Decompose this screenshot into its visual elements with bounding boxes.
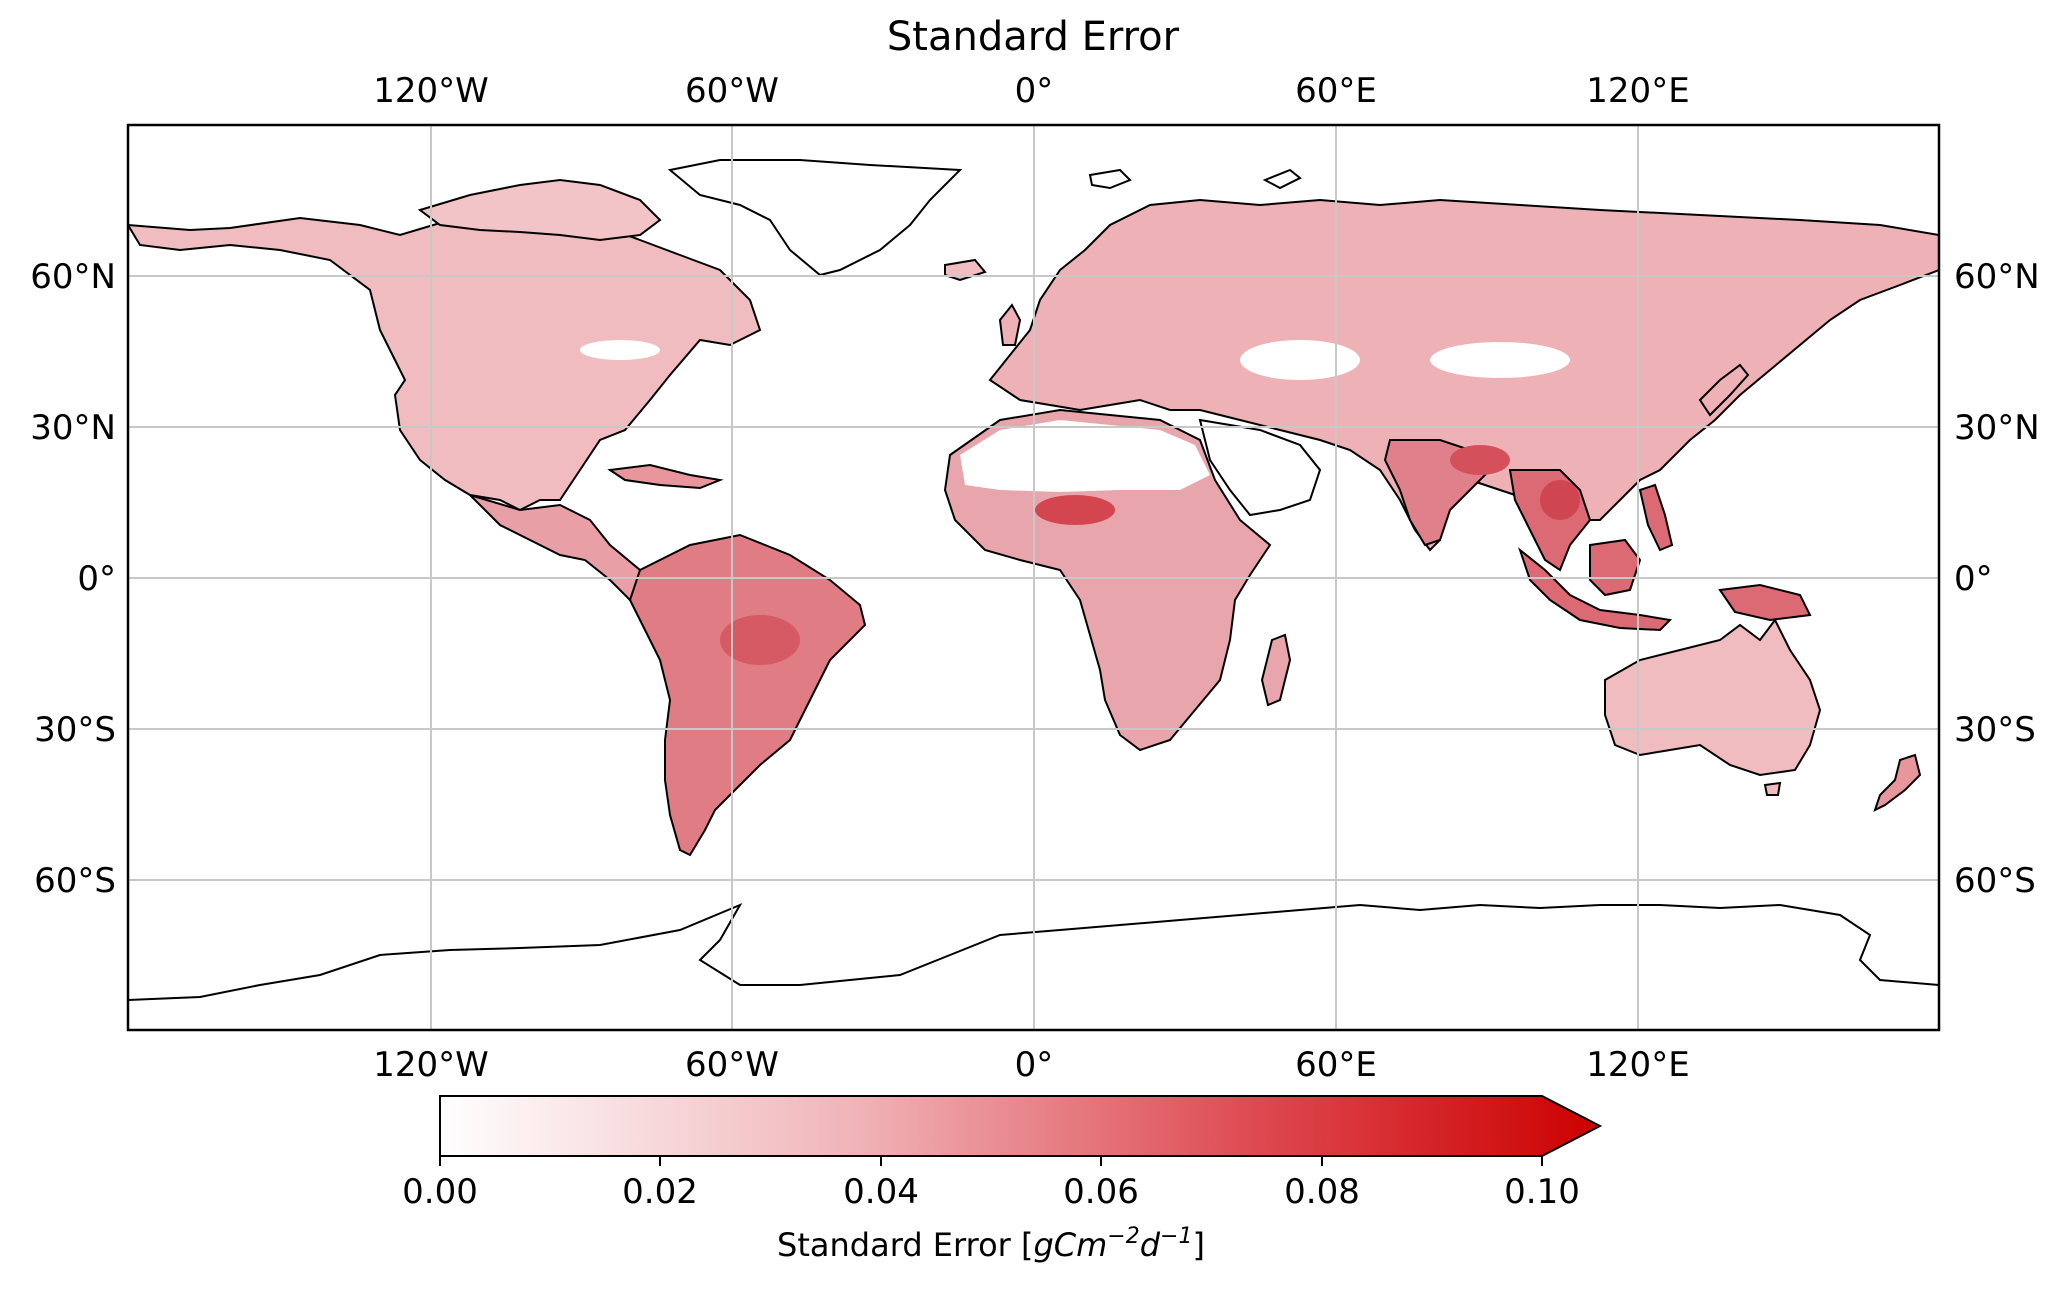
bottom-lon-label-120e: 120°E — [1586, 1045, 1689, 1085]
colorbar: 0.00 0.02 0.04 0.06 0.08 0.10 Standard E… — [402, 1095, 1603, 1264]
right-lat-label-60n: 60°N — [1954, 257, 2040, 297]
cbar-tick-0: 0.00 — [402, 1172, 478, 1212]
right-latitude-labels: 60°N 30°N 0° 30°S 60°S — [1954, 257, 2040, 901]
sahara-no-data — [960, 420, 1210, 492]
madagascar — [1260, 633, 1292, 707]
hotspots — [580, 340, 1580, 665]
left-latitude-labels: 60°N 30°N 0° 30°S 60°S — [30, 257, 116, 901]
top-lon-label-0: 0° — [1015, 71, 1054, 111]
new-guinea — [1718, 583, 1812, 622]
colorbar-tick-labels: 0.00 0.02 0.04 0.06 0.08 0.10 — [402, 1172, 1580, 1212]
left-lat-label-0: 0° — [77, 559, 116, 599]
cbar-label-unit: gCm — [1033, 1226, 1107, 1264]
chart-title: Standard Error — [887, 14, 1180, 60]
cbar-label-prefix: Standard Error [ — [777, 1226, 1033, 1264]
bottom-lon-label-120w: 120°W — [373, 1045, 489, 1085]
japan — [1698, 363, 1750, 417]
south-america — [628, 533, 867, 857]
right-lat-label-30s: 30°S — [1954, 710, 2036, 750]
cbar-label-exp1: −2 — [1107, 1224, 1139, 1249]
colorbar-label: Standard Error [gCm−2d−1] — [777, 1224, 1205, 1264]
left-lat-label-30s: 30°S — [34, 710, 116, 750]
left-lat-label-60n: 60°N — [30, 257, 116, 297]
colorbar-ticks — [439, 1156, 1543, 1166]
arctic-islands — [417, 178, 662, 242]
top-lon-label-60w: 60°W — [685, 71, 779, 111]
cbar-label-suffix: ] — [1192, 1226, 1204, 1264]
cbar-tick-3: 0.06 — [1063, 1172, 1139, 1212]
map-panel — [126, 123, 1941, 1032]
greenland — [667, 159, 963, 277]
right-lat-label-0: 0° — [1954, 559, 1993, 599]
bottom-lon-label-60e: 60°E — [1295, 1045, 1377, 1085]
gridlines — [128, 125, 1939, 1030]
caribbean — [607, 463, 724, 490]
top-lon-label-120e: 120°E — [1586, 71, 1689, 111]
cbar-tick-2: 0.04 — [843, 1172, 919, 1212]
new-zealand — [1873, 753, 1922, 812]
arabian-peninsula — [1198, 418, 1322, 517]
borneo — [1589, 538, 1642, 597]
left-lat-label-30n: 30°N — [30, 408, 116, 448]
right-lat-label-30n: 30°N — [1954, 408, 2040, 448]
indonesia — [1517, 547, 1673, 632]
cbar-label-exp2: −1 — [1160, 1224, 1192, 1249]
cbar-label-mid: d — [1140, 1226, 1161, 1264]
tasmania — [1763, 781, 1782, 796]
novaya-zemlya — [1262, 168, 1302, 190]
right-lat-label-60s: 60°S — [1954, 861, 2036, 901]
left-lat-label-60s: 60°S — [34, 861, 116, 901]
top-lon-label-60e: 60°E — [1295, 71, 1377, 111]
bottom-lon-label-0: 0° — [1015, 1045, 1054, 1085]
top-lon-label-120w: 120°W — [373, 71, 489, 111]
top-longitude-labels: 120°W 60°W 0° 60°E 120°E — [373, 71, 1689, 111]
cbar-tick-1: 0.02 — [622, 1172, 698, 1212]
bottom-lon-label-60w: 60°W — [685, 1045, 779, 1085]
philippines — [1638, 483, 1674, 552]
cbar-tick-4: 0.08 — [1284, 1172, 1360, 1212]
australia — [1604, 618, 1822, 777]
svalbard — [1088, 168, 1132, 190]
colorbar-bar — [439, 1095, 1603, 1157]
map-frame — [126, 123, 1941, 1032]
bottom-longitude-labels: 120°W 60°W 0° 60°E 120°E — [373, 1045, 1689, 1085]
cbar-tick-5: 0.10 — [1504, 1172, 1580, 1212]
british-isles — [998, 303, 1022, 346]
